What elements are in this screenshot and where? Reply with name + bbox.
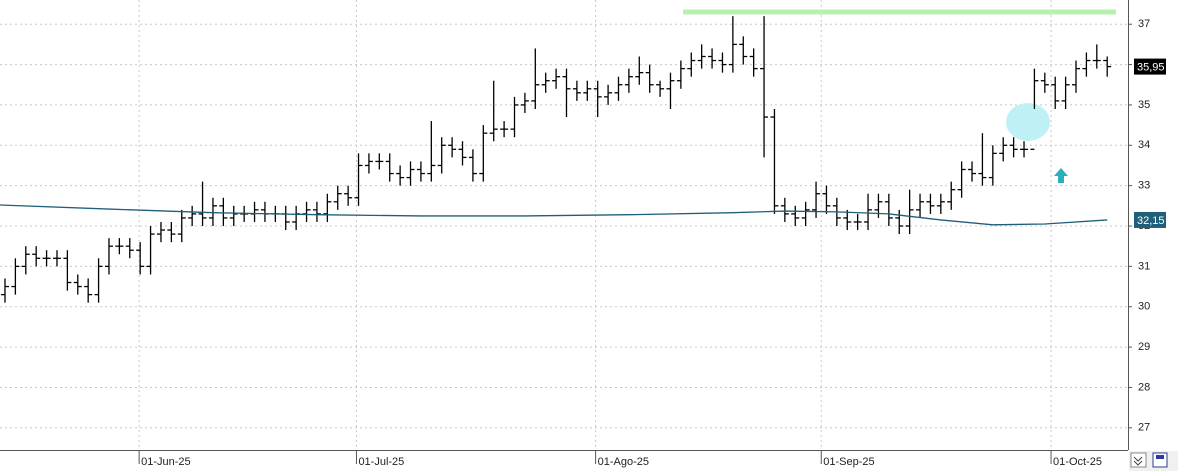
price-tag [1134, 211, 1166, 228]
y-tick-label: 37 [1138, 18, 1150, 30]
moving-average [0, 204, 1108, 226]
price-tag-label: 35,95 [1137, 61, 1165, 73]
price-tag-label: 32,15 [1137, 215, 1165, 227]
x-tick-label: 01-Jul-25 [358, 456, 404, 468]
price-tag [1134, 58, 1166, 75]
y-tick-label: 30 [1138, 301, 1150, 313]
y-tick-label: 31 [1138, 260, 1150, 272]
grid [0, 0, 1128, 450]
y-tick-label: 27 [1138, 422, 1150, 434]
x-tick-label: 01-Oct-25 [1053, 456, 1102, 468]
y-tick-label: 33 [1138, 180, 1150, 192]
y-tick-label: 35 [1138, 99, 1150, 111]
up-arrow [1054, 168, 1068, 183]
x-tick-label: 01-Jun-25 [141, 456, 191, 468]
y-tick-label: 28 [1138, 381, 1150, 393]
x-tick-label: 01-Sep-25 [823, 456, 874, 468]
save-icon [1156, 455, 1164, 459]
x-tick-label: 01-Ago-25 [598, 456, 649, 468]
y-tick-label: 34 [1138, 139, 1150, 151]
highlight-ellipse [1006, 103, 1050, 141]
zoom-icon [1133, 456, 1143, 466]
y-tick-label: 29 [1138, 341, 1150, 353]
